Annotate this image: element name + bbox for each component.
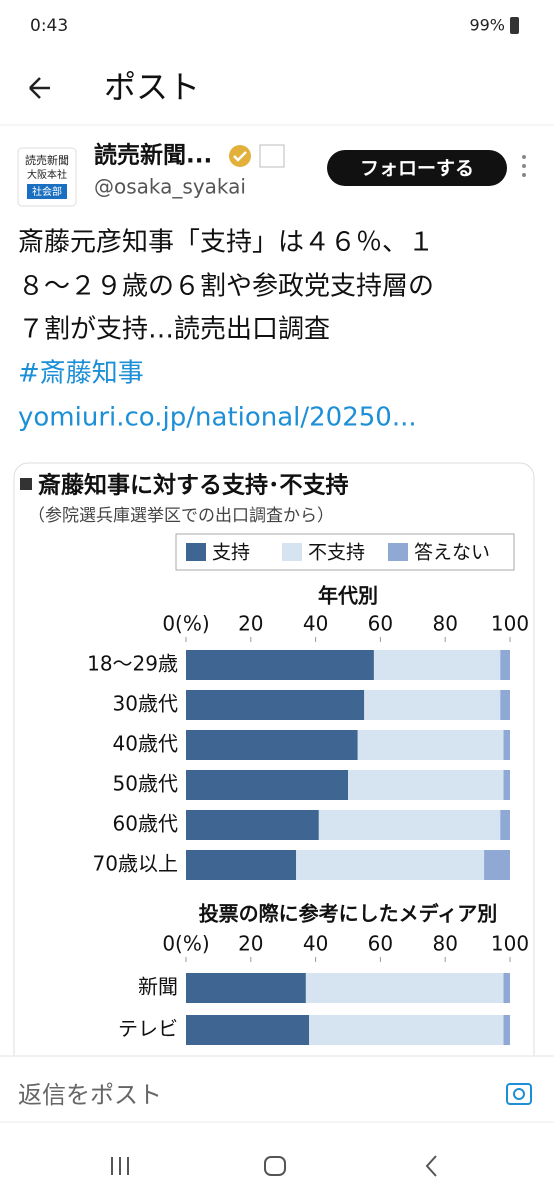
reply-bar <box>0 1056 554 1200</box>
chart-title: 斎藤知事に対する支持･不支持 <box>38 472 349 499</box>
bar-segment <box>348 770 504 800</box>
avatar-text: 読売新聞 <box>25 153 69 167</box>
avatar-text: 社会部 <box>32 185 62 198</box>
x-tick-label: 100 <box>491 932 529 956</box>
affiliate-icon <box>259 144 285 168</box>
bar-segment <box>318 810 501 840</box>
bar-segment <box>186 730 358 760</box>
header-title: ポスト <box>104 68 200 106</box>
chart: 斎藤知事に対する支持･不支持 （参院選兵庫選挙区での出口調査から） 支持 不支持 答えな… <box>20 472 529 1045</box>
follow-label[interactable]: フォローする <box>360 158 474 180</box>
post-text: ８～２９歳の６割や参政党支持層の <box>18 272 434 302</box>
bar-segment <box>503 973 510 1003</box>
bar-segment <box>500 650 510 680</box>
bar-segment <box>503 1015 510 1045</box>
legend-frame <box>175 533 515 571</box>
verified-badge <box>229 145 251 167</box>
hashtag[interactable]: #斎藤知事 <box>18 359 144 389</box>
nav-bar <box>111 1155 437 1177</box>
status-battery: 99% <box>469 16 505 35</box>
x-tick-label: 20 <box>238 932 263 956</box>
x-tick-label: 40 <box>303 932 328 956</box>
category-label: 新聞 <box>138 975 178 999</box>
bar-segment <box>296 850 485 880</box>
chart-subtitle: （参院選兵庫選挙区での出口調査から） <box>28 506 334 526</box>
bar-segment <box>186 850 297 880</box>
more-menu[interactable] <box>522 155 526 177</box>
panel-title: 年代別 <box>318 584 378 608</box>
bar-segment <box>305 973 504 1003</box>
bar-segment <box>357 730 504 760</box>
legend-swatch <box>186 543 206 561</box>
bar-segment <box>186 770 348 800</box>
legend-label: 不支持 <box>308 542 365 564</box>
post-text: 斎藤元彦知事「支持」は４６％、１ <box>18 228 434 258</box>
category-label: テレビ <box>118 1017 178 1041</box>
x-tick-label: 80 <box>432 612 457 636</box>
bar-segment <box>186 690 365 720</box>
x-tick-label: 60 <box>368 932 393 956</box>
avatar-text: 大阪本社 <box>27 168 67 181</box>
category-label: 60歳代 <box>113 812 178 836</box>
post-text: ７割が支持…読売出口調査 <box>18 315 330 345</box>
x-tick-label: 20 <box>238 612 263 636</box>
bar-segment <box>309 1015 504 1045</box>
panel-title: 投票の際に参考にしたメディア別 <box>199 902 498 926</box>
legend-swatch <box>282 543 302 561</box>
bar-segment <box>500 690 510 720</box>
x-tick-label: 80 <box>432 932 457 956</box>
avatar-badge <box>27 184 67 199</box>
author-handle: @osaka_syakai <box>94 175 246 199</box>
x-tick-label: 0(%) <box>162 932 209 956</box>
back-button[interactable] <box>29 77 50 99</box>
status-time: 0:43 <box>30 16 68 36</box>
nav-back[interactable] <box>425 1155 437 1177</box>
battery-icon <box>510 17 519 34</box>
bar-segment <box>186 1015 310 1045</box>
nav-home[interactable] <box>264 1156 286 1176</box>
bar-segment <box>503 730 510 760</box>
camera-button[interactable] <box>506 1083 532 1105</box>
category-label: 40歳代 <box>113 732 178 756</box>
category-label: 50歳代 <box>113 772 178 796</box>
x-tick-label: 40 <box>303 612 328 636</box>
reply-input[interactable]: 返信をポスト <box>18 1081 162 1109</box>
bar-segment <box>373 650 501 680</box>
bar-segment <box>186 973 306 1003</box>
avatar: 読売新聞 大阪本社 社会部 <box>17 147 77 207</box>
x-tick-label: 60 <box>368 612 393 636</box>
x-tick-label: 0(%) <box>162 612 209 636</box>
category-label: 18～29歳 <box>87 652 178 676</box>
category-label: 70歳以上 <box>93 852 178 876</box>
camera-lens <box>513 1088 525 1100</box>
category-label: 30歳代 <box>113 692 178 716</box>
title-icon <box>20 478 32 490</box>
follow-button[interactable] <box>327 150 507 186</box>
bar-segment <box>500 810 510 840</box>
verified-check <box>233 151 247 162</box>
bar-segment <box>503 770 510 800</box>
bar-segment <box>364 690 501 720</box>
author-name[interactable]: 読売新聞... <box>94 142 212 169</box>
legend-label: 答えない <box>414 542 490 564</box>
bar-segment <box>484 850 510 880</box>
x-tick-label: 100 <box>491 612 529 636</box>
nav-recents[interactable] <box>111 1157 129 1175</box>
legend-label: 支持 <box>212 542 250 564</box>
bar-segment <box>186 810 319 840</box>
legend-swatch <box>388 543 408 561</box>
bar-segment <box>186 650 374 680</box>
link[interactable]: yomiuri.co.jp/national/20250... <box>18 403 417 433</box>
